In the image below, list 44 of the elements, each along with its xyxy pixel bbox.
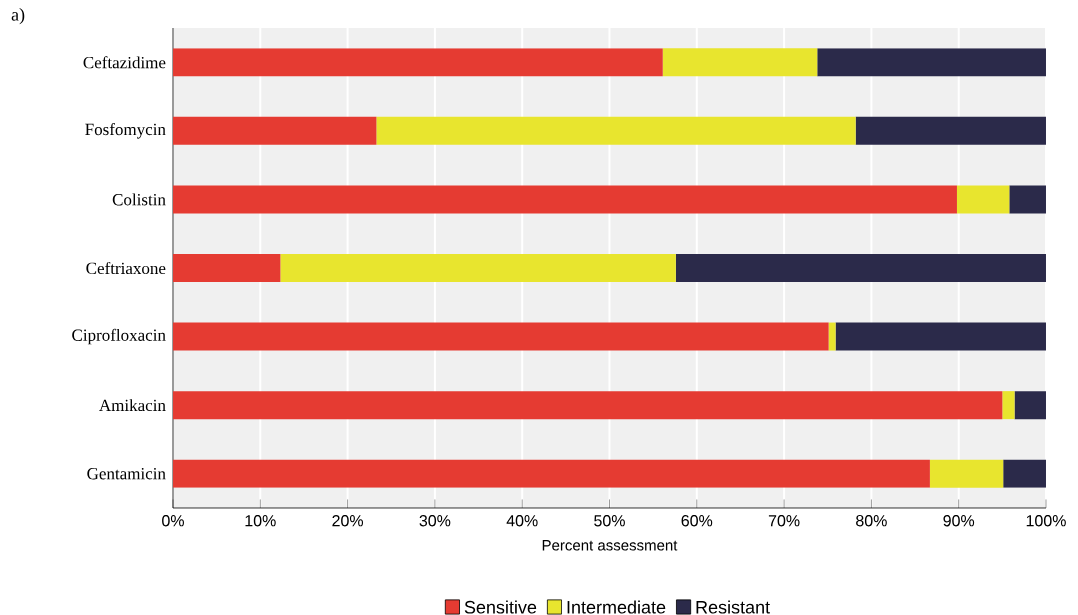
bar — [173, 116, 377, 145]
y-tick-label: Amikacin — [99, 399, 166, 412]
x-tick-label: 80% — [856, 515, 887, 527]
bar — [280, 254, 676, 282]
x-tick-label: 0% — [162, 515, 184, 527]
x-tick-label: 70% — [768, 515, 800, 527]
bar — [1003, 459, 1046, 488]
bar — [1002, 391, 1015, 420]
bar — [173, 322, 829, 351]
bar — [828, 322, 836, 351]
bar — [1014, 391, 1046, 420]
bar — [835, 322, 1046, 351]
x-axis-title: Percent assessment — [542, 540, 678, 551]
legend-label: Intermediate — [567, 600, 666, 614]
y-tick-label: Ceftriaxone — [86, 261, 166, 275]
bar — [173, 48, 663, 77]
bar — [376, 116, 856, 145]
bar — [173, 185, 957, 214]
y-tick-label: Gentamicin — [87, 467, 166, 480]
y-tick-label: Ceftazidime — [83, 56, 166, 69]
bar — [173, 254, 281, 282]
x-tick-label: 100% — [1026, 515, 1066, 527]
bar — [929, 459, 1004, 488]
y-tick-label: Fosfomycin — [85, 123, 166, 139]
x-tick-label: 40% — [506, 515, 538, 527]
text: a) — [11, 8, 25, 25]
bar — [662, 48, 818, 77]
x-tick-label: 50% — [594, 515, 625, 527]
y-tick-label: Ciprofloxacin — [72, 328, 166, 345]
x-tick-label: 60% — [681, 515, 713, 527]
bar — [855, 116, 1046, 145]
bar — [817, 48, 1046, 77]
bar — [675, 254, 1046, 282]
y-tick-label: Colistin — [112, 193, 166, 206]
bar — [1009, 185, 1046, 214]
legend-label: Resistant — [696, 600, 770, 614]
x-tick-label: 20% — [332, 515, 364, 527]
bar — [173, 391, 1003, 420]
x-tick-label: 10% — [245, 515, 276, 527]
legend-label: Sensitive — [464, 600, 537, 614]
x-tick-label: 30% — [419, 515, 451, 527]
bar — [173, 459, 930, 488]
x-tick-label: 90% — [943, 515, 975, 527]
bar — [956, 185, 1010, 214]
